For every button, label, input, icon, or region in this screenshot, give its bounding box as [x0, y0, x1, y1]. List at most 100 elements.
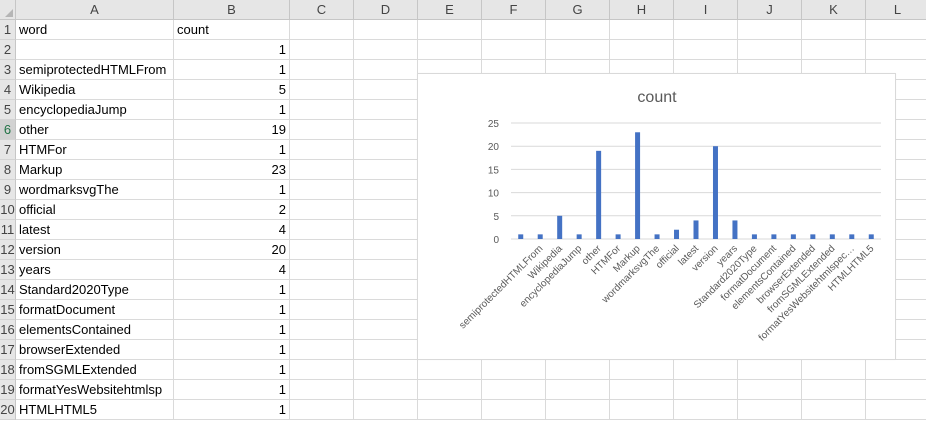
cell-l5[interactable]: [866, 100, 926, 120]
cell-f18[interactable]: [482, 360, 546, 380]
cell-c18[interactable]: [290, 360, 354, 380]
cell-c14[interactable]: [290, 280, 354, 300]
cell-c4[interactable]: [290, 80, 354, 100]
cell-b1[interactable]: count: [174, 20, 290, 40]
cell-l15[interactable]: [866, 300, 926, 320]
cell-l16[interactable]: [866, 320, 926, 340]
cell-l8[interactable]: [866, 160, 926, 180]
cell-l4[interactable]: [866, 80, 926, 100]
cell-a5[interactable]: encyclopediaJump: [16, 100, 174, 120]
column-header-b[interactable]: B: [174, 0, 290, 20]
cell-b20[interactable]: 1: [174, 400, 290, 420]
column-header-a[interactable]: A: [16, 0, 174, 20]
cell-d9[interactable]: [354, 180, 418, 200]
cell-j19[interactable]: [738, 380, 802, 400]
cell-c13[interactable]: [290, 260, 354, 280]
cell-b2[interactable]: 1: [174, 40, 290, 60]
cell-e19[interactable]: [418, 380, 482, 400]
cell-c12[interactable]: [290, 240, 354, 260]
cell-g19[interactable]: [546, 380, 610, 400]
row-header[interactable]: 2: [0, 40, 16, 60]
cell-d16[interactable]: [354, 320, 418, 340]
cell-a18[interactable]: fromSGMLExtended: [16, 360, 174, 380]
cell-b8[interactable]: 23: [174, 160, 290, 180]
cell-a12[interactable]: version: [16, 240, 174, 260]
column-header-g[interactable]: G: [546, 0, 610, 20]
cell-d14[interactable]: [354, 280, 418, 300]
cell-b16[interactable]: 1: [174, 320, 290, 340]
row-header[interactable]: 12: [0, 240, 16, 260]
column-header-k[interactable]: K: [802, 0, 866, 20]
row-header[interactable]: 5: [0, 100, 16, 120]
cell-a3[interactable]: semiprotectedHTMLFrom: [16, 60, 174, 80]
cell-a1[interactable]: word: [16, 20, 174, 40]
cell-c11[interactable]: [290, 220, 354, 240]
cell-e1[interactable]: [418, 20, 482, 40]
row-header[interactable]: 13: [0, 260, 16, 280]
cell-b14[interactable]: 1: [174, 280, 290, 300]
cell-l12[interactable]: [866, 240, 926, 260]
cell-l18[interactable]: [866, 360, 926, 380]
cell-i19[interactable]: [674, 380, 738, 400]
cell-f1[interactable]: [482, 20, 546, 40]
cell-d18[interactable]: [354, 360, 418, 380]
cell-a7[interactable]: HTMFor: [16, 140, 174, 160]
cell-b19[interactable]: 1: [174, 380, 290, 400]
cell-j1[interactable]: [738, 20, 802, 40]
cell-j18[interactable]: [738, 360, 802, 380]
cell-f19[interactable]: [482, 380, 546, 400]
column-header-c[interactable]: C: [290, 0, 354, 20]
cell-a8[interactable]: Markup: [16, 160, 174, 180]
cell-c16[interactable]: [290, 320, 354, 340]
cell-a16[interactable]: elementsContained: [16, 320, 174, 340]
cell-a11[interactable]: latest: [16, 220, 174, 240]
cell-d10[interactable]: [354, 200, 418, 220]
row-header[interactable]: 17: [0, 340, 16, 360]
cell-f20[interactable]: [482, 400, 546, 420]
column-header-i[interactable]: I: [674, 0, 738, 20]
row-header[interactable]: 7: [0, 140, 16, 160]
row-header[interactable]: 6: [0, 120, 16, 140]
cell-b12[interactable]: 20: [174, 240, 290, 260]
cell-a13[interactable]: years: [16, 260, 174, 280]
cell-g20[interactable]: [546, 400, 610, 420]
cell-l19[interactable]: [866, 380, 926, 400]
cell-i20[interactable]: [674, 400, 738, 420]
cell-c15[interactable]: [290, 300, 354, 320]
cell-c8[interactable]: [290, 160, 354, 180]
cell-h18[interactable]: [610, 360, 674, 380]
cell-a17[interactable]: browserExtended: [16, 340, 174, 360]
cell-l11[interactable]: [866, 220, 926, 240]
cell-a15[interactable]: formatDocument: [16, 300, 174, 320]
cell-f2[interactable]: [482, 40, 546, 60]
cell-j20[interactable]: [738, 400, 802, 420]
cell-a10[interactable]: official: [16, 200, 174, 220]
cell-i18[interactable]: [674, 360, 738, 380]
column-header-d[interactable]: D: [354, 0, 418, 20]
row-header[interactable]: 1: [0, 20, 16, 40]
cell-k2[interactable]: [802, 40, 866, 60]
select-all-corner[interactable]: [0, 0, 16, 20]
cell-c10[interactable]: [290, 200, 354, 220]
cell-a4[interactable]: Wikipedia: [16, 80, 174, 100]
cell-g2[interactable]: [546, 40, 610, 60]
cell-b11[interactable]: 4: [174, 220, 290, 240]
row-header[interactable]: 8: [0, 160, 16, 180]
cell-b4[interactable]: 5: [174, 80, 290, 100]
cell-a20[interactable]: HTMLHTML5: [16, 400, 174, 420]
cell-a6[interactable]: other: [16, 120, 174, 140]
cell-b3[interactable]: 1: [174, 60, 290, 80]
cell-l2[interactable]: [866, 40, 926, 60]
cell-l10[interactable]: [866, 200, 926, 220]
cell-b9[interactable]: 1: [174, 180, 290, 200]
cell-h19[interactable]: [610, 380, 674, 400]
cell-k18[interactable]: [802, 360, 866, 380]
cell-i1[interactable]: [674, 20, 738, 40]
cell-b15[interactable]: 1: [174, 300, 290, 320]
cell-e2[interactable]: [418, 40, 482, 60]
column-header-f[interactable]: F: [482, 0, 546, 20]
cell-i2[interactable]: [674, 40, 738, 60]
cell-d4[interactable]: [354, 80, 418, 100]
column-header-l[interactable]: L: [866, 0, 926, 20]
cell-a9[interactable]: wordmarksvgThe: [16, 180, 174, 200]
